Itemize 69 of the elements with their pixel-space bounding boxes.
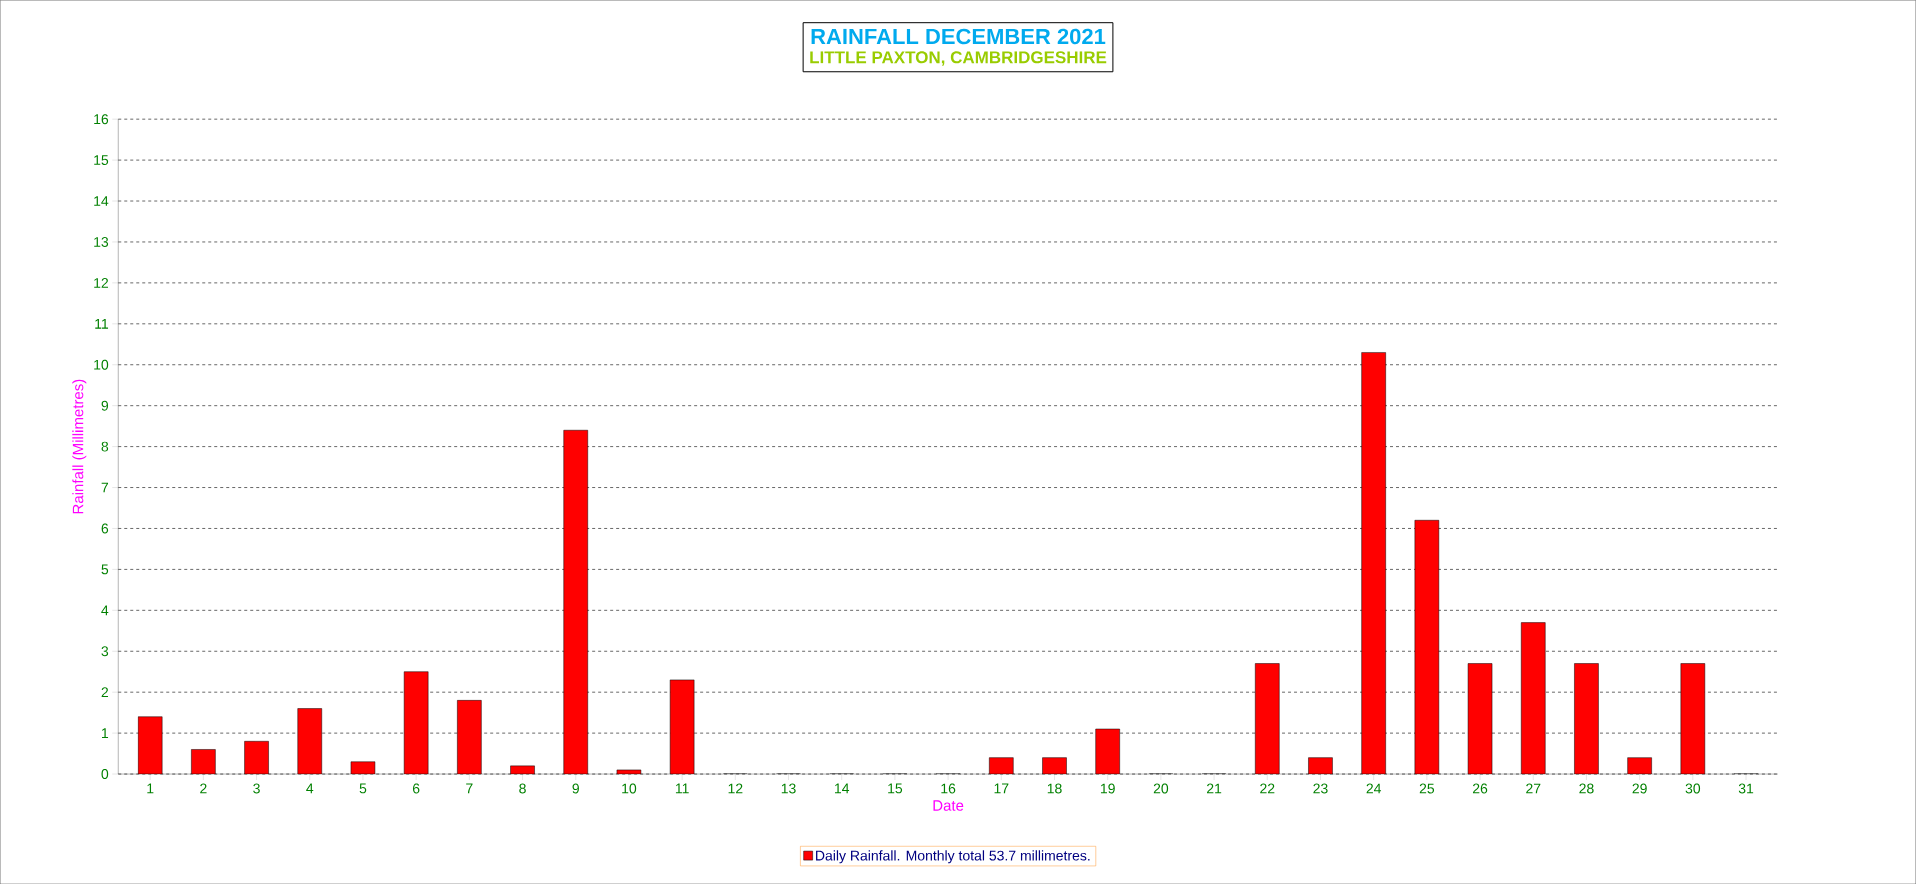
- y-tick-label: 10: [94, 359, 109, 370]
- bar: [404, 671, 429, 774]
- x-tick-label: 20: [1153, 783, 1169, 794]
- y-tick-label: 1: [102, 728, 109, 738]
- y-tick-label: 0: [101, 768, 109, 779]
- y-tick-label: 8: [101, 441, 109, 452]
- x-tick-label: 24: [1366, 783, 1382, 794]
- bar: [1255, 663, 1280, 774]
- bar: [1521, 622, 1546, 774]
- y-tick-label: 3: [101, 646, 109, 657]
- x-tick-label: 17: [994, 783, 1009, 794]
- x-tick-label: 13: [781, 783, 796, 794]
- chart-subtitle: LITTLE PAXTON, CAMBRIDGESHIRE: [810, 51, 1107, 66]
- x-tick-label: 7: [466, 783, 473, 794]
- x-tick-label: 23: [1313, 783, 1328, 794]
- x-tick-label: 31: [1738, 783, 1754, 794]
- y-tick-label: 14: [94, 196, 109, 206]
- y-tick-label: 5: [101, 564, 109, 575]
- legend-label: Daily Rainfall. Monthly total 53.7 millimetres.: [816, 850, 1090, 864]
- x-tick-label: 19: [1100, 783, 1115, 794]
- x-tick-label: 4: [306, 783, 314, 794]
- y-tick-label: 2: [101, 687, 109, 697]
- x-tick-label: 10: [622, 783, 637, 794]
- x-tick-label: 8: [519, 783, 526, 794]
- y-tick-label: 12: [94, 277, 109, 288]
- bar: [138, 716, 163, 774]
- bar: [670, 679, 695, 774]
- x-tick-label: 14: [834, 783, 850, 794]
- bar: [297, 708, 322, 774]
- y-tick-label: 9: [101, 400, 109, 411]
- x-tick-label: 21: [1207, 783, 1222, 794]
- bar: [457, 700, 482, 774]
- y-tick-label: 6: [101, 523, 109, 534]
- x-tick-label: 16: [941, 783, 956, 794]
- bar: [1095, 728, 1120, 774]
- x-tick-label: 22: [1260, 783, 1275, 794]
- bar: [244, 741, 269, 774]
- bar: [1414, 520, 1439, 774]
- x-tick-label: 2: [200, 783, 207, 794]
- bar: [1468, 663, 1493, 774]
- x-tick-label: 6: [412, 783, 420, 794]
- x-axis-title: Date: [933, 800, 964, 811]
- y-tick-label: 16: [94, 114, 109, 125]
- x-tick-label: 1: [147, 783, 154, 794]
- y-tick-label: 7: [101, 482, 109, 493]
- x-tick-label: 12: [728, 783, 743, 794]
- chart-title: RAINFALL DECEMBER 2021: [811, 28, 1106, 45]
- x-tick-label: 30: [1685, 783, 1701, 794]
- y-tick-label: 15: [94, 155, 109, 165]
- y-tick-label: 11: [95, 318, 109, 329]
- x-tick-label: 26: [1472, 783, 1488, 794]
- bar: [1574, 663, 1599, 774]
- x-tick-label: 27: [1526, 783, 1541, 794]
- x-tick-label: 9: [572, 783, 579, 794]
- bar: [191, 749, 216, 774]
- x-tick-label: 15: [888, 783, 903, 794]
- bar: [1680, 663, 1705, 774]
- y-tick-label: 4: [101, 605, 109, 616]
- bar: [563, 430, 588, 774]
- x-tick-label: 29: [1632, 783, 1647, 794]
- x-tick-label: 25: [1419, 783, 1435, 794]
- y-tick-label: 13: [94, 236, 109, 247]
- x-tick-label: 11: [675, 783, 689, 794]
- x-tick-label: 5: [359, 783, 367, 794]
- y-axis-title: Rainfall (Millimetres): [72, 379, 87, 514]
- x-tick-label: 28: [1579, 783, 1594, 794]
- x-tick-label: 18: [1047, 783, 1062, 794]
- bar: [1361, 352, 1386, 774]
- x-tick-label: 3: [253, 783, 260, 794]
